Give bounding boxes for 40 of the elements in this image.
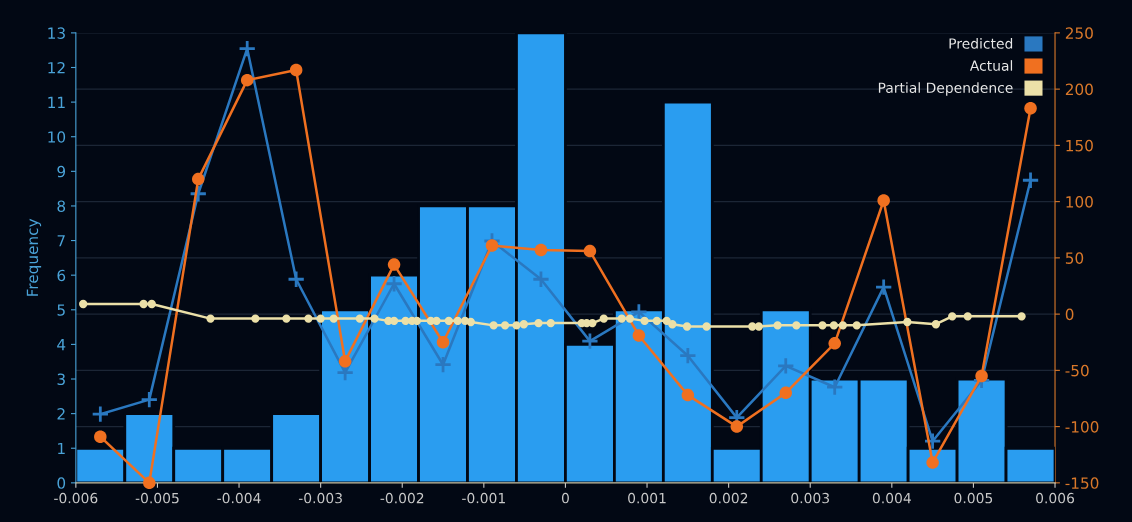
x-tick-label: 0.005 [954,492,993,504]
y-tick-label: 9 [57,165,66,178]
y2-tick-label: 50 [1065,252,1084,264]
x-tick-label: 0.002 [709,492,748,504]
y-tick-label: 3 [57,373,65,386]
y-tick-label: 2 [57,408,65,420]
y-axis-title: Frequency [26,218,42,296]
x-tick-label: 0.001 [628,492,666,504]
x-tick-label: -0.004 [217,492,261,504]
legend-label: Predicted [949,38,1013,49]
x-tick-label: 0.003 [791,492,829,504]
y-tick-label: 1 [58,442,65,455]
y2-tick-label: -100 [1065,421,1099,433]
y2-tick-label: -150 [1065,477,1099,489]
legend-label: Partial Dependence [878,82,1013,96]
x-tick-label: -0.002 [380,492,424,504]
y-tick-label: 13 [48,27,65,39]
x-tick-label: -0.005 [135,492,179,504]
y-tick-label: 10 [48,131,66,143]
y2-tick-label: 250 [1065,27,1093,39]
y-tick-label: 7 [57,235,65,247]
y-tick-label: 4 [57,339,66,351]
y-tick-label: 12 [48,61,65,74]
y2-tick-label: -50 [1065,364,1089,377]
y-tick-label: 11 [48,96,65,108]
y2-tick-label: 200 [1065,83,1093,96]
y-tick-label: 5 [57,304,65,316]
legend-label: Actual [969,60,1013,71]
y2-tick-label: 150 [1066,139,1093,152]
x-tick-label: 0.006 [1036,492,1075,504]
x-tick-label: -0.006 [54,492,98,504]
y-tick-label: 6 [57,269,66,282]
y-tick-label: 8 [57,200,66,212]
y2-tick-label: 100 [1066,196,1093,208]
x-tick-label: -0.001 [462,492,505,504]
x-tick-label: 0.004 [872,492,911,504]
y2-tick-label: 0 [1065,308,1074,321]
x-tick-label: 0 [561,492,569,504]
x-tick-label: -0.003 [298,492,342,504]
y-tick-label: 0 [57,477,66,489]
